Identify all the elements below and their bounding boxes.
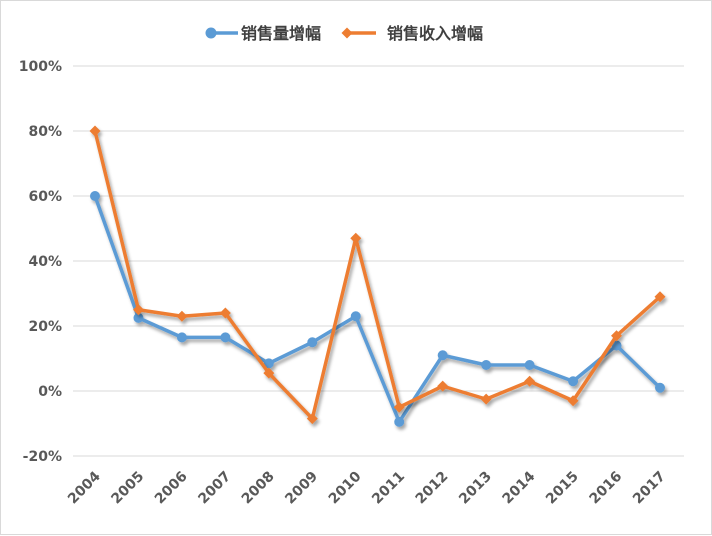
x-tick-label: 2010 — [326, 468, 365, 507]
data-point — [306, 413, 318, 425]
data-point — [132, 304, 144, 316]
x-tick-label: 2004 — [65, 468, 104, 507]
data-point — [611, 340, 622, 351]
y-tick-label: 20% — [28, 319, 62, 335]
data-point — [437, 350, 448, 361]
data-point — [133, 312, 144, 323]
x-tick-label: 2009 — [282, 469, 321, 508]
x-tick-label: 2015 — [543, 469, 582, 508]
series-line — [93, 194, 662, 424]
data-point — [654, 291, 666, 303]
y-tick-label: -20% — [23, 449, 62, 465]
data-point — [524, 360, 535, 370]
legend-item: 销售量增幅 — [205, 24, 321, 43]
data-point — [263, 367, 275, 379]
data-point — [263, 358, 274, 369]
legend-marker — [341, 27, 353, 39]
x-tick-label: 2014 — [500, 468, 539, 507]
data-point — [219, 307, 231, 319]
data-point — [611, 330, 623, 342]
data-point — [176, 310, 188, 322]
series-1 — [90, 191, 665, 427]
legend: 销售量增幅 销售收入增幅 — [205, 24, 483, 43]
data-point — [481, 360, 492, 370]
series-2 — [89, 125, 666, 425]
y-tick-label: 40% — [28, 254, 62, 270]
y-tick-label: 100% — [19, 59, 62, 75]
x-tick-label: 2008 — [239, 469, 278, 508]
data-point — [524, 375, 536, 387]
legend-label: 销售收入增幅 — [387, 24, 483, 43]
y-tick-label: 80% — [28, 124, 62, 140]
data-point — [480, 393, 492, 405]
x-tick-label: 2007 — [195, 469, 234, 508]
series-line — [93, 129, 662, 421]
x-tick-label: 2017 — [630, 469, 669, 508]
x-tick-label: 2016 — [586, 469, 625, 508]
y-tick-label: 60% — [28, 189, 62, 205]
legend-marker — [205, 27, 217, 39]
x-tick-label: 2006 — [152, 469, 191, 508]
x-tick-label: 2005 — [108, 469, 147, 508]
data-point — [567, 395, 579, 407]
legend-item: 销售收入增幅 — [341, 24, 483, 43]
data-point — [350, 311, 361, 322]
legend-label: 销售量增幅 — [241, 24, 321, 43]
x-tick-label: 2013 — [456, 469, 495, 508]
data-point — [89, 125, 101, 137]
y-tick-label: 0% — [38, 384, 62, 400]
data-point — [90, 191, 100, 201]
data-point — [568, 376, 579, 387]
x-tick-label: 2011 — [369, 469, 408, 508]
data-point — [437, 380, 449, 392]
gridlines — [73, 65, 684, 457]
data-point — [393, 401, 405, 413]
data-point — [220, 332, 231, 343]
data-point — [350, 232, 362, 244]
data-point — [176, 332, 187, 343]
data-point — [394, 416, 405, 427]
x-tick-label: 2012 — [413, 469, 452, 508]
data-point — [655, 382, 665, 393]
data-point — [307, 337, 318, 348]
